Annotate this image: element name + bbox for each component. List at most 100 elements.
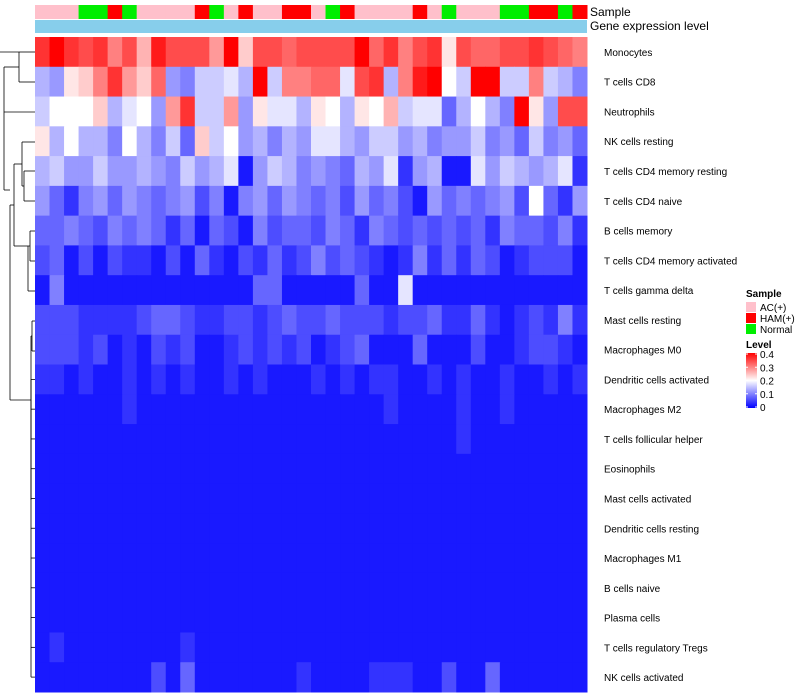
heatmap-cell xyxy=(557,662,573,693)
heatmap-cell xyxy=(165,334,181,365)
heatmap-cell xyxy=(238,453,254,485)
heatmap-cell xyxy=(557,424,573,455)
heatmap-cell xyxy=(35,424,51,455)
heatmap-cell xyxy=(35,364,51,395)
heatmap-cell xyxy=(93,543,109,574)
heatmap-cell xyxy=(35,66,51,98)
heatmap-cell xyxy=(441,572,457,604)
level-legend-ticks: 0.4 0.3 0.2 0.1 0 xyxy=(746,350,774,414)
heatmap-cell xyxy=(528,543,544,574)
heatmap-cell xyxy=(49,96,65,127)
heatmap-cell xyxy=(325,334,341,365)
heatmap-cell xyxy=(209,66,225,98)
heatmap-cell xyxy=(151,37,167,68)
sample-annotation-cell xyxy=(325,5,341,19)
heatmap-cell xyxy=(354,543,370,574)
heatmap-cell xyxy=(441,37,457,68)
heatmap-cell xyxy=(383,483,399,514)
heatmap-cell xyxy=(281,334,297,365)
heatmap-cell xyxy=(340,662,356,693)
heatmap-cell xyxy=(209,156,225,187)
heatmap-cell xyxy=(528,453,544,485)
heatmap-cell xyxy=(398,394,414,425)
heatmap-cell xyxy=(572,66,588,98)
heatmap-cell xyxy=(369,215,385,246)
heatmap-cell xyxy=(340,483,356,514)
sample-annotation-cell xyxy=(151,5,167,19)
heatmap-cell xyxy=(49,66,65,98)
heatmap-cell xyxy=(281,215,297,246)
heatmap-cell xyxy=(543,424,559,455)
heatmap-cell xyxy=(427,215,443,246)
heatmap-cell xyxy=(325,185,341,217)
row-label: Neutrophils xyxy=(604,107,655,118)
heatmap-cell xyxy=(485,96,501,127)
heatmap-cell xyxy=(412,37,428,68)
heatmap-cell xyxy=(194,245,210,276)
heatmap-cell xyxy=(456,334,472,365)
heatmap-cell xyxy=(456,156,472,187)
heatmap-cell xyxy=(369,245,385,276)
heatmap-cell xyxy=(194,215,210,246)
heatmap-cell xyxy=(122,66,138,98)
heatmap-cell xyxy=(281,453,297,485)
heatmap-cell xyxy=(369,632,385,663)
heatmap-cell xyxy=(78,483,94,514)
heatmap-cell xyxy=(528,96,544,127)
heatmap-cell xyxy=(136,632,152,663)
sample-annotation-cell xyxy=(441,5,457,19)
heatmap-cell xyxy=(122,275,138,306)
heatmap-cell xyxy=(543,334,559,365)
heatmap-cell xyxy=(180,543,196,574)
heatmap-cell xyxy=(311,37,327,68)
heatmap-cell xyxy=(354,275,370,306)
heatmap-cell xyxy=(122,543,138,574)
heatmap-cell xyxy=(528,126,544,157)
heatmap-cell xyxy=(470,483,486,514)
heatmap-cell xyxy=(180,37,196,68)
heatmap-cell xyxy=(528,632,544,663)
heatmap-cell xyxy=(267,453,283,485)
heatmap-cell xyxy=(107,245,123,276)
level-tick-label: 0 xyxy=(760,403,766,414)
heatmap-cell xyxy=(64,424,80,455)
heatmap-cell xyxy=(93,424,109,455)
heatmap-cell xyxy=(427,483,443,514)
heatmap-cell xyxy=(296,275,312,306)
heatmap-cell xyxy=(325,424,341,455)
heatmap-cell xyxy=(209,185,225,217)
sample-annotation-cell xyxy=(311,5,327,19)
heatmap-cell xyxy=(122,394,138,425)
heatmap-cell xyxy=(528,424,544,455)
heatmap-cell xyxy=(151,632,167,663)
heatmap-cell xyxy=(107,185,123,217)
level-tick-label: 0.2 xyxy=(760,377,774,388)
heatmap-cell xyxy=(35,662,51,693)
heatmap-cell xyxy=(572,632,588,663)
heatmap-cell xyxy=(252,66,268,98)
heatmap-cell xyxy=(398,364,414,395)
heatmap-cell xyxy=(107,156,123,187)
heatmap-cell xyxy=(369,96,385,127)
heatmap-cell xyxy=(412,453,428,485)
heatmap-cell xyxy=(180,126,196,157)
heatmap-cell xyxy=(223,37,239,68)
row-label: Plasma cells xyxy=(604,614,660,625)
heatmap-cell xyxy=(412,185,428,217)
heatmap-cell xyxy=(209,364,225,395)
heatmap-cell xyxy=(325,245,341,276)
heatmap-cell xyxy=(35,304,51,336)
heatmap-cell xyxy=(223,572,239,604)
heatmap-cell xyxy=(485,126,501,157)
heatmap-cell xyxy=(252,632,268,663)
heatmap-cell xyxy=(557,364,573,395)
heatmap-cell xyxy=(165,185,181,217)
heatmap-cell xyxy=(35,543,51,574)
heatmap-cell xyxy=(572,185,588,217)
heatmap-cell xyxy=(122,453,138,485)
heatmap-cell xyxy=(514,37,530,68)
sample-annotation-cell xyxy=(354,5,370,19)
heatmap-cell xyxy=(557,394,573,425)
heatmap-cell xyxy=(412,513,428,544)
heatmap-cell xyxy=(93,96,109,127)
